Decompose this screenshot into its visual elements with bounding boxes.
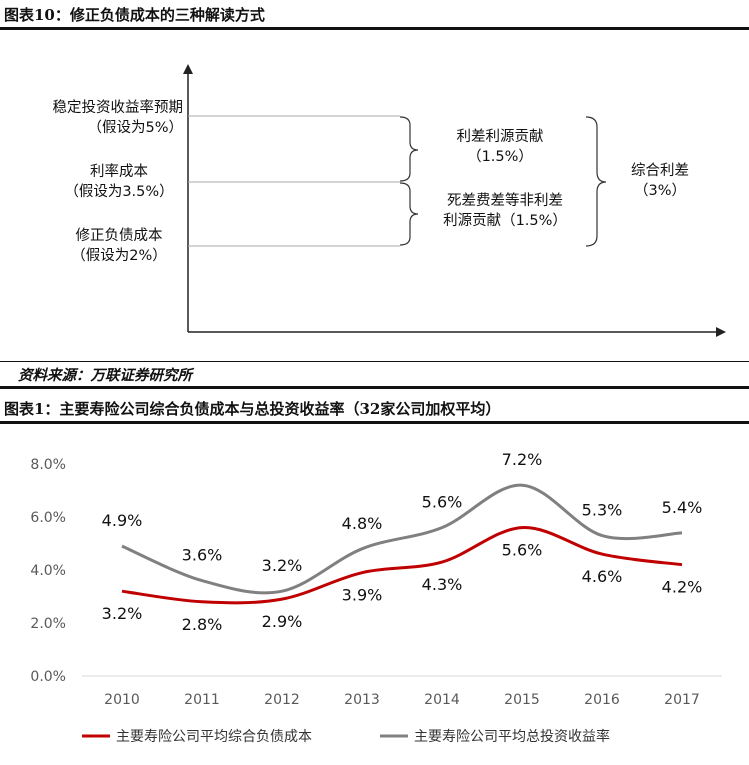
y-tick-label: 8.0% [30,457,66,473]
source-note: 资料来源：万联证券研究所 [0,361,749,389]
x-tick-label: 2016 [584,692,620,708]
label-spread-contribution: 利差利源贡献 （1.5%） [456,129,544,165]
label-adjusted-liability-cost: 修正负债成本 （假设为2%） [71,228,167,264]
legend-label: 主要寿险公司平均综合负债成本 [116,728,312,745]
line-chart: 0.0% 2.0% 4.0% 6.0% 8.0% 2010 2011 2012 2013 201… [30,450,722,745]
data-label: 4.8% [342,514,383,533]
series-line-liability-cost [121,526,683,605]
label-interest-cost: 利率成本 （假设为3.5%） [64,164,174,200]
y-tick-label: 2.0% [30,616,66,632]
figure1-title: 图表1：主要寿险公司综合负债成本与总投资收益率（32家公司加权平均） [0,394,749,424]
figure10-title: 图表10：修正负债成本的三种解读方式 [0,0,749,30]
upper-bracket [399,116,419,182]
x-tick-label: 2011 [184,692,220,708]
data-label: 3.2% [262,556,303,575]
x-tick-label: 2017 [664,692,700,708]
data-label: 7.2% [502,450,543,469]
label-expected-return: 稳定投资收益率预期 （假设为5%） [52,100,184,136]
data-label: 5.6% [502,541,543,560]
data-label: 4.9% [102,511,143,530]
data-label: 4.6% [582,567,623,586]
legend-label: 主要寿险公司平均总投资收益率 [414,728,610,745]
data-label: 3.9% [342,586,383,605]
label-non-spread-contribution: 死差费差等非利差 利源贡献（1.5%） [443,193,567,229]
data-label: 5.3% [582,501,623,520]
data-label: 3.6% [182,546,223,565]
x-tick-label: 2014 [424,692,460,708]
y-axis-arrow [183,64,193,74]
label-total-spread: 综合利差 （3%） [631,163,689,199]
data-label: 2.9% [262,612,303,631]
data-label: 3.2% [102,604,143,623]
y-tick-label: 4.0% [30,563,66,579]
y-tick-label: 0.0% [30,669,66,685]
x-tick-label: 2013 [344,692,380,708]
data-label: 4.2% [662,578,703,597]
figure10-diagram [183,64,726,337]
total-bracket [585,116,607,247]
lower-bracket [399,182,419,246]
y-tick-label: 6.0% [30,510,66,526]
x-tick-label: 2012 [264,692,300,708]
x-tick-label: 2010 [104,692,140,708]
data-label: 5.4% [662,498,703,517]
data-label: 2.8% [182,615,223,634]
x-tick-label: 2015 [504,692,540,708]
data-label: 5.6% [422,493,463,512]
series-line-investment-return [121,483,683,595]
data-label: 4.3% [422,575,463,594]
x-axis-arrow [716,327,726,337]
